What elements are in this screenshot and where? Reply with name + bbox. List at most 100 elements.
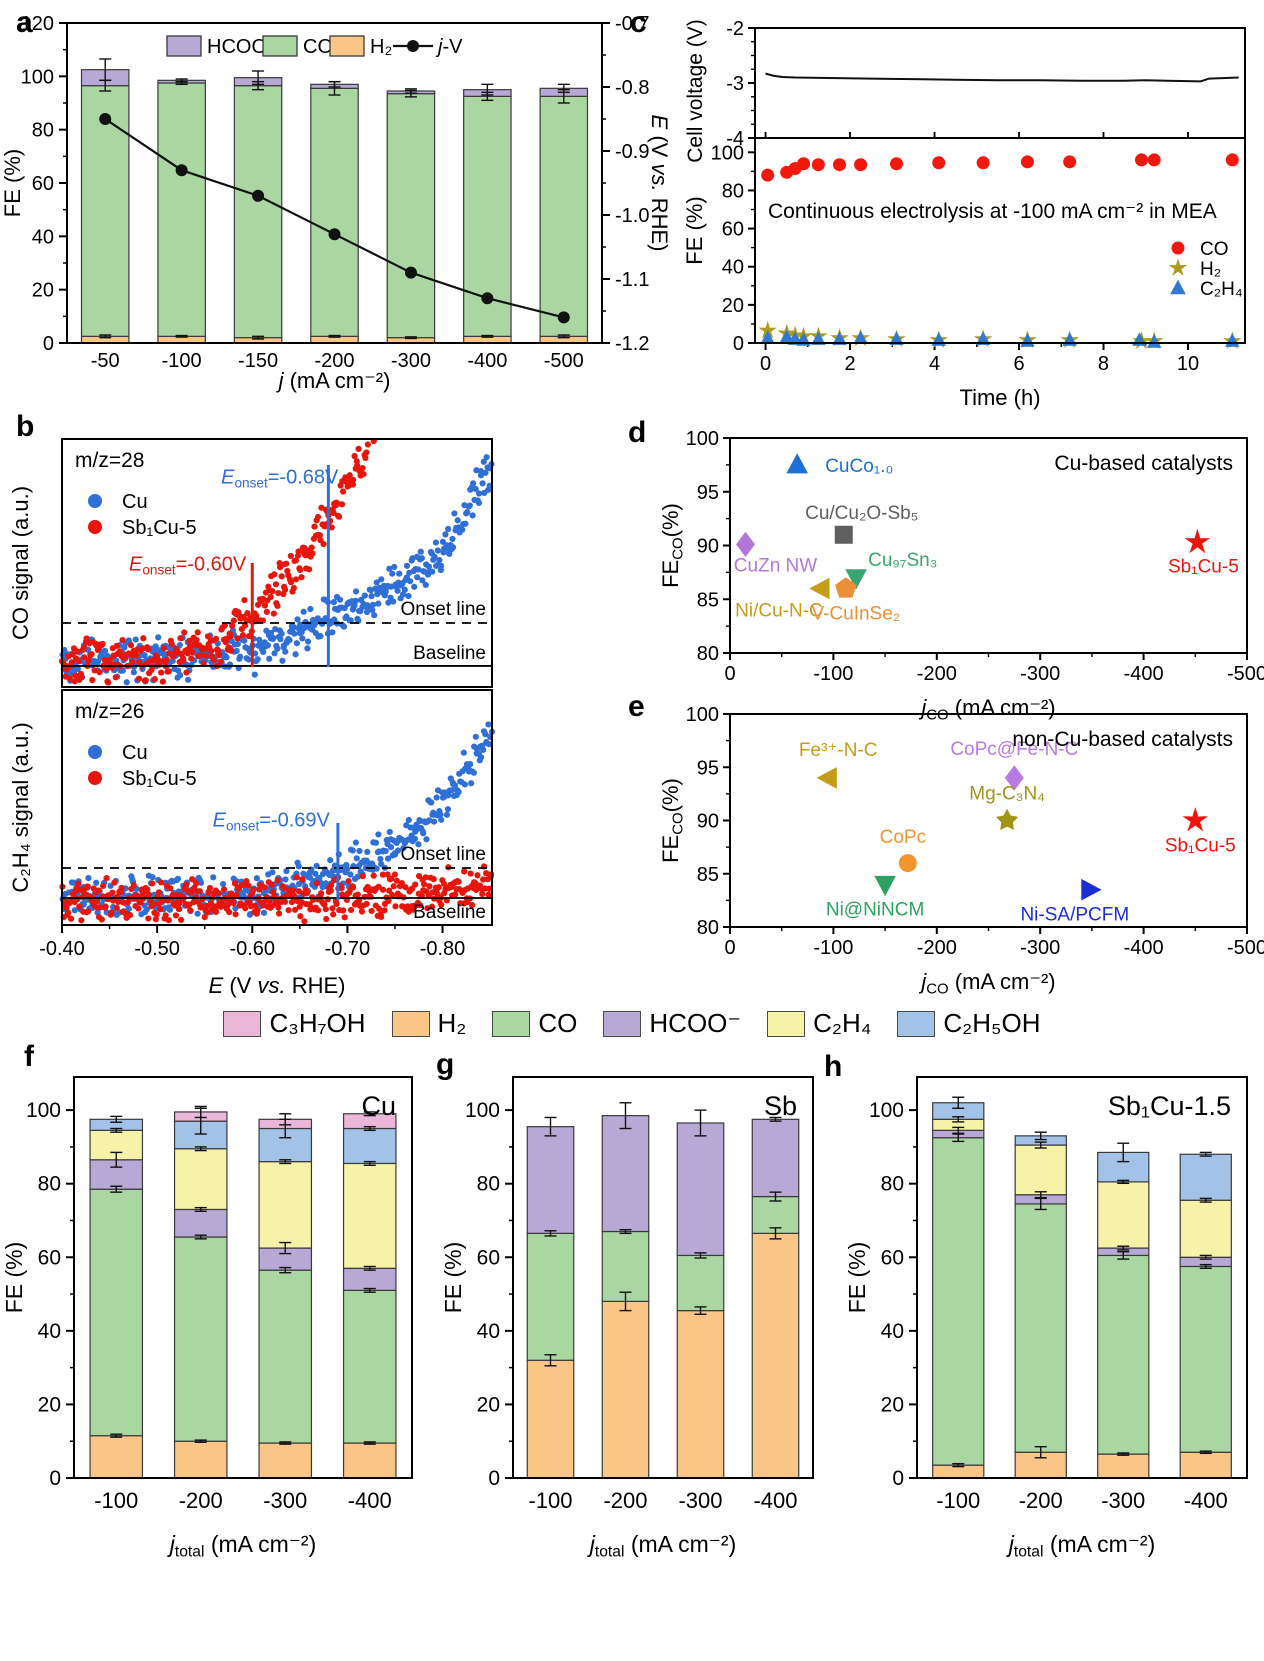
svg-text:Baseline: Baseline — [413, 902, 486, 923]
legend-label: CO — [538, 1008, 578, 1038]
svg-text:4: 4 — [929, 353, 940, 375]
svg-text:-100: -100 — [528, 1488, 572, 1513]
svg-text:90: 90 — [697, 536, 719, 558]
svg-text:CO: CO — [303, 36, 333, 58]
panel-letter-d: d — [628, 416, 647, 449]
svg-text:-200: -200 — [917, 663, 957, 685]
svg-text:80: 80 — [38, 1173, 61, 1196]
svg-text:-200: -200 — [314, 350, 354, 372]
svg-text:j (mA cm⁻²): j (mA cm⁻²) — [276, 368, 391, 393]
svg-text:-500: -500 — [1227, 937, 1264, 959]
svg-text:Ni-SA/PCFM: Ni-SA/PCFM — [1020, 905, 1129, 926]
svg-text:-200: -200 — [917, 937, 957, 959]
svg-text:FE (%): FE (%) — [440, 1242, 466, 1314]
svg-text:0: 0 — [760, 353, 771, 375]
svg-text:FE (%): FE (%) — [0, 149, 25, 217]
svg-text:90: 90 — [697, 811, 719, 833]
svg-text:Mg-C₃N₄: Mg-C₃N₄ — [969, 784, 1045, 805]
svg-text:-100: -100 — [936, 1488, 980, 1513]
svg-text:m/z=28: m/z=28 — [75, 449, 144, 472]
svg-text:-50: -50 — [91, 350, 120, 372]
svg-text:m/z=26: m/z=26 — [75, 700, 144, 723]
svg-text:Sb₁Cu-5: Sb₁Cu-5 — [1165, 836, 1236, 857]
panel-h-chart: 0 20 40 60 80 100 -100 -200 -300 -400 Sb₁Cu-1.5 FE … — [844, 1076, 1248, 1561]
svg-text:Cu/Cu₂O-Sb₅: Cu/Cu₂O-Sb₅ — [805, 503, 918, 524]
svg-text:0: 0 — [733, 333, 744, 355]
svg-text:Sb₁Cu-5: Sb₁Cu-5 — [1168, 556, 1239, 577]
svg-text:Cu: Cu — [122, 742, 148, 764]
legend-label: C₂H₄ — [813, 1008, 872, 1038]
svg-text:-300: -300 — [263, 1488, 307, 1513]
svg-text:100: 100 — [26, 1099, 61, 1122]
panel-letter-f: f — [24, 1040, 34, 1073]
svg-text:-1.1: -1.1 — [615, 269, 649, 291]
svg-text:-200: -200 — [179, 1488, 223, 1513]
svg-text:0: 0 — [724, 663, 735, 685]
svg-text:-100: -100 — [813, 663, 853, 685]
svg-text:100: 100 — [465, 1099, 500, 1122]
svg-text:100: 100 — [869, 1099, 904, 1122]
legend-label: H₂ — [437, 1008, 467, 1038]
svg-text:-0.70: -0.70 — [325, 938, 371, 960]
svg-text:8: 8 — [1098, 353, 1109, 375]
legend-item-CHOH: C₂H₅OH — [897, 1008, 1041, 1039]
svg-text:-400: -400 — [1124, 663, 1164, 685]
svg-text:100: 100 — [21, 66, 54, 88]
svg-text:20: 20 — [881, 1393, 904, 1416]
svg-text:CoPc@Fe-N-C: CoPc@Fe-N-C — [950, 739, 1078, 760]
svg-text:-1.2: -1.2 — [615, 333, 649, 355]
legend-item-HCOO: HCOO⁻ — [603, 1008, 741, 1039]
svg-text:20: 20 — [32, 280, 54, 302]
svg-text:-0.7: -0.7 — [615, 13, 649, 35]
svg-text:-400: -400 — [348, 1488, 392, 1513]
svg-text:Onset line: Onset line — [400, 599, 486, 620]
svg-text:-100: -100 — [813, 937, 853, 959]
svg-text:-1.0: -1.0 — [615, 205, 649, 227]
svg-text:0: 0 — [488, 1467, 500, 1490]
legend-swatch — [391, 1010, 430, 1037]
legend-item-CO: CO — [492, 1008, 577, 1039]
svg-text:j-V: j-V — [435, 36, 463, 58]
svg-text:E (V vs. RHE): E (V vs. RHE) — [647, 115, 672, 252]
svg-text:FE (%): FE (%) — [844, 1242, 870, 1314]
svg-text:FE (%): FE (%) — [682, 196, 707, 264]
svg-text:Onset line: Onset line — [400, 844, 486, 865]
svg-text:C₂H₄: C₂H₄ — [1200, 279, 1243, 300]
panel-a-chart: 0 20 40 60 80 100 120 -0.7 -0.8 -0.9 -1.0 -1.1 -1.2 -… — [0, 13, 672, 393]
panel-g-chart: 0 20 40 60 80 100 -100 -200 -300 -400 Sb FE (%) jtot… — [440, 1076, 814, 1561]
svg-text:-100: -100 — [162, 350, 202, 372]
svg-text:Continuous electrolysis at -10: Continuous electrolysis at -100 mA cm⁻² … — [768, 200, 1217, 223]
svg-text:120: 120 — [21, 13, 54, 35]
svg-text:jCO (mA cm⁻²): jCO (mA cm⁻²) — [918, 695, 1055, 723]
legend-label: HCOO⁻ — [649, 1008, 742, 1038]
svg-text:Ni@NiNCM: Ni@NiNCM — [826, 899, 924, 920]
svg-text:60: 60 — [477, 1246, 500, 1269]
svg-text:jtotal (mA cm⁻²): jtotal (mA cm⁻²) — [167, 1531, 316, 1561]
svg-text:jtotal (mA cm⁻²): jtotal (mA cm⁻²) — [587, 1531, 736, 1561]
svg-text:Sb₁Cu-1.5: Sb₁Cu-1.5 — [1108, 1091, 1231, 1121]
panel-e-chart: 80 85 90 95 100 0 -100 -200 -300 -400 -500 Fe³⁺-N-C… — [658, 704, 1264, 997]
panel-letter-h: h — [824, 1050, 843, 1083]
legend-item-H: H₂ — [391, 1008, 467, 1039]
svg-text:0: 0 — [43, 333, 54, 355]
svg-text:CoPc: CoPc — [880, 827, 926, 848]
legend-swatch — [492, 1010, 531, 1037]
svg-text:40: 40 — [881, 1320, 904, 1343]
svg-text:Eonset=-0.69V: Eonset=-0.69V — [213, 809, 331, 833]
svg-text:80: 80 — [722, 180, 744, 202]
svg-text:-0.80: -0.80 — [420, 938, 466, 960]
svg-text:0: 0 — [892, 1467, 904, 1490]
svg-text:80: 80 — [477, 1173, 500, 1196]
svg-text:C₂H₄ signal (a.u.): C₂H₄ signal (a.u.) — [8, 722, 33, 892]
svg-text:100: 100 — [686, 428, 719, 450]
svg-text:FECO(%): FECO(%) — [658, 503, 686, 588]
legend-label: C₃H₇OH — [269, 1008, 366, 1038]
panel-f-chart: 0 20 40 60 80 100 -100 -200 -300 -400 Cu FE (%) jtot… — [1, 1076, 413, 1561]
svg-text:10: 10 — [1177, 353, 1199, 375]
svg-text:40: 40 — [722, 257, 744, 279]
svg-text:80: 80 — [881, 1173, 904, 1196]
svg-text:95: 95 — [697, 757, 719, 779]
svg-text:Cell voltage (V): Cell voltage (V) — [684, 19, 707, 163]
svg-text:CuZn NW: CuZn NW — [734, 555, 817, 576]
